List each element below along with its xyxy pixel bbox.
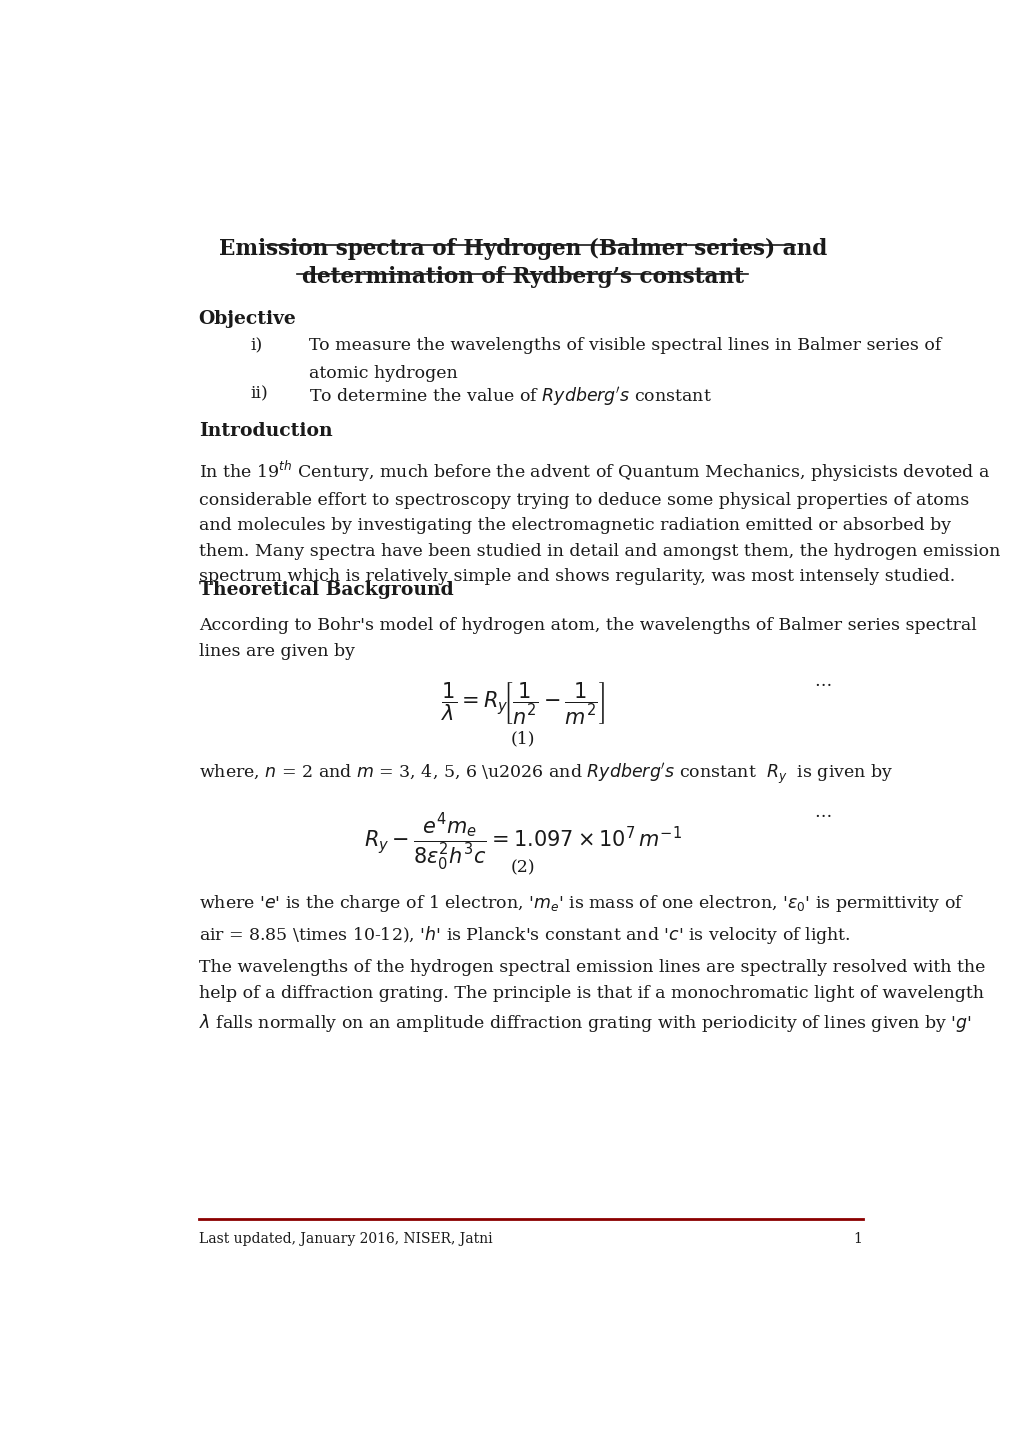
Text: where '$e$' is the charge of 1 electron, '$m_e$' is mass of one electron, '$\var: where '$e$' is the charge of 1 electron,… bbox=[199, 893, 963, 946]
Text: i): i) bbox=[250, 337, 262, 355]
Text: 1: 1 bbox=[853, 1233, 862, 1246]
Text: determination of Rydberg’s constant: determination of Rydberg’s constant bbox=[302, 267, 743, 288]
Text: where, $n$ = 2 and $m$ = 3, 4, 5, 6 \u2026 and $\mathit{Rydberg's}$ constant  $R: where, $n$ = 2 and $m$ = 3, 4, 5, 6 \u20… bbox=[199, 761, 892, 787]
Text: …: … bbox=[814, 672, 830, 689]
Text: (1): (1) bbox=[510, 731, 535, 747]
Text: To determine the value of $\it{Rydberg's}$ constant: To determine the value of $\it{Rydberg's… bbox=[309, 385, 711, 408]
Text: Theoretical Background: Theoretical Background bbox=[199, 581, 453, 598]
Text: $\dfrac{1}{\lambda} = R_y \!\left[\dfrac{1}{n^2} - \dfrac{1}{m^2}\right]$: $\dfrac{1}{\lambda} = R_y \!\left[\dfrac… bbox=[440, 681, 604, 727]
Text: $R_y - \dfrac{e^4 m_e}{8\varepsilon_0^2 h^3 c} = 1.097 \times 10^7 \, m^{-1}$: $R_y - \dfrac{e^4 m_e}{8\varepsilon_0^2 … bbox=[364, 812, 681, 872]
Text: In the 19$^{th}$ Century, much before the advent of Quantum Mechanics, physicist: In the 19$^{th}$ Century, much before th… bbox=[199, 459, 999, 585]
Text: Objective: Objective bbox=[199, 310, 297, 327]
Text: (2): (2) bbox=[510, 859, 535, 877]
Text: To measure the wavelengths of visible spectral lines in Balmer series of
atomic : To measure the wavelengths of visible sp… bbox=[309, 337, 941, 382]
Text: The wavelengths of the hydrogen spectral emission lines are spectrally resolved : The wavelengths of the hydrogen spectral… bbox=[199, 959, 984, 1034]
Text: Last updated, January 2016, NISER, Jatni: Last updated, January 2016, NISER, Jatni bbox=[199, 1233, 492, 1246]
Text: According to Bohr's model of hydrogen atom, the wavelengths of Balmer series spe: According to Bohr's model of hydrogen at… bbox=[199, 617, 975, 659]
Text: ii): ii) bbox=[250, 385, 268, 402]
Text: Emission spectra of Hydrogen (Balmer series) and: Emission spectra of Hydrogen (Balmer ser… bbox=[218, 238, 826, 260]
Text: Introduction: Introduction bbox=[199, 421, 332, 440]
Text: …: … bbox=[814, 803, 830, 820]
